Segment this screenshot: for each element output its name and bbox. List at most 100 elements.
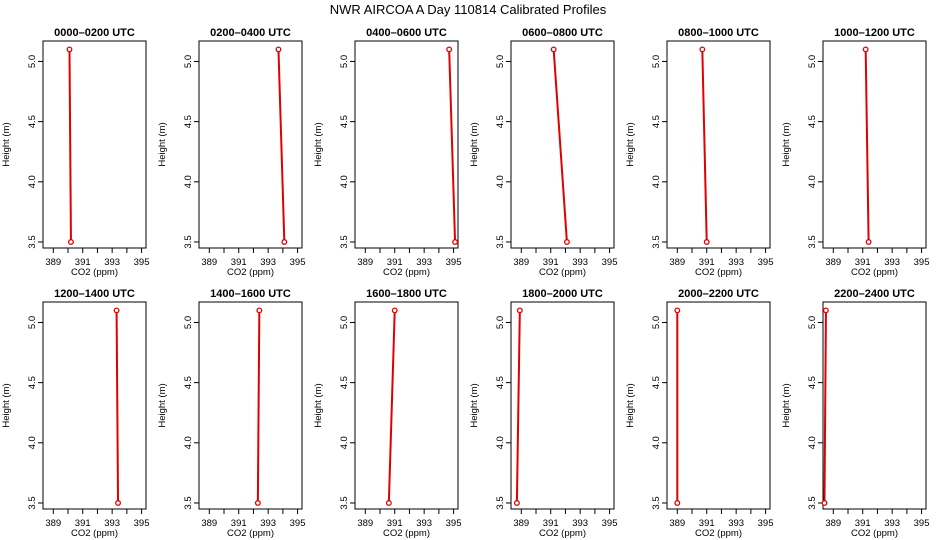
x-tick-label: 391 (855, 257, 871, 268)
x-tick-label: 393 (572, 257, 588, 268)
panel-3: 0400–0600 UTC 389 391 393 395 3.5 4.0 4.5 5.0 CO2… (313, 27, 462, 278)
y-tick-label: 4.0 (339, 436, 350, 449)
data-point (275, 46, 282, 53)
x-tick-label: 393 (884, 518, 900, 529)
plot-frame (666, 301, 771, 510)
x-tick-label: 393 (104, 518, 120, 529)
y-tick-label: 3.5 (339, 235, 350, 248)
plot-frame (354, 40, 459, 249)
x-tick-label: 389 (45, 257, 61, 268)
y-tick-label: 5.0 (27, 55, 38, 68)
data-point (66, 46, 73, 53)
panel-title: 1000–1200 UTC (834, 27, 915, 39)
y-tick-label: 4.5 (651, 376, 662, 389)
x-tick-label: 389 (357, 257, 373, 268)
panel-title: 2000–2200 UTC (678, 288, 759, 300)
x-tick-label: 395 (290, 257, 306, 268)
y-tick-label: 3.5 (339, 496, 350, 509)
y-tick-label: 5.0 (807, 55, 818, 68)
y-tick-label: 5.0 (183, 55, 194, 68)
x-axis-label: CO2 (ppm) (695, 267, 742, 278)
panel-title: 0600–0800 UTC (522, 27, 603, 39)
x-tick-label: 391 (387, 518, 403, 529)
panel-title: 1800–2000 UTC (522, 288, 603, 300)
y-tick-label: 4.0 (495, 436, 506, 449)
y-tick-label: 5.0 (183, 316, 194, 329)
x-tick-label: 395 (134, 257, 150, 268)
y-tick-label: 3.5 (27, 496, 38, 509)
y-tick-label: 4.5 (27, 115, 38, 128)
panel-4: 0600–0800 UTC 389 391 393 395 3.5 4.0 4.5 5.0 CO2… (469, 27, 618, 278)
data-point (674, 307, 681, 314)
y-axis-label: Height (m) (469, 122, 480, 166)
x-axis-label: CO2 (ppm) (71, 267, 118, 278)
panel-8: 1400–1600 UTC 389 391 393 395 3.5 4.0 4.5 5.0 CO2… (157, 288, 306, 539)
plot-frame (198, 301, 303, 510)
data-point (699, 46, 706, 53)
x-tick-label: 391 (699, 518, 715, 529)
x-tick-label: 393 (884, 257, 900, 268)
x-tick-label: 389 (357, 518, 373, 529)
x-tick-label: 395 (134, 518, 150, 529)
y-tick-label: 4.5 (651, 115, 662, 128)
y-tick-label: 4.5 (495, 115, 506, 128)
y-axis-label: Height (m) (313, 122, 324, 166)
x-tick-label: 393 (572, 518, 588, 529)
panel-title: 1600–1800 UTC (366, 288, 447, 300)
data-point (115, 500, 121, 506)
x-axis-label: CO2 (ppm) (383, 528, 430, 539)
plot-frame (822, 40, 927, 249)
y-tick-label: 3.5 (27, 235, 38, 248)
y-axis-label: Height (m) (1, 122, 12, 166)
profile-line (448, 49, 457, 243)
x-tick-label: 395 (446, 518, 462, 529)
plot-frame (42, 301, 147, 510)
plot-frame (822, 301, 927, 510)
profile-line (864, 49, 870, 242)
x-tick-label: 393 (104, 257, 120, 268)
plot-frame (510, 301, 615, 510)
panel-9: 1600–1800 UTC 389 391 393 395 3.5 4.0 4.5 5.0 CO2… (313, 288, 462, 539)
y-tick-label: 5.0 (651, 55, 662, 68)
y-axis-label: Height (m) (157, 122, 168, 166)
x-tick-label: 389 (201, 518, 217, 529)
data-point (862, 46, 869, 53)
y-tick-label: 4.0 (807, 175, 818, 188)
y-tick-label: 4.0 (27, 175, 38, 188)
x-tick-label: 395 (758, 257, 774, 268)
y-tick-label: 5.0 (339, 55, 350, 68)
data-point (385, 500, 392, 506)
profile-line (277, 49, 286, 243)
profile-line (387, 310, 396, 504)
y-tick-label: 4.0 (807, 436, 818, 449)
y-axis-label: Height (m) (157, 383, 168, 427)
data-point (452, 239, 459, 245)
x-tick-label: 395 (914, 257, 930, 268)
y-tick-label: 3.5 (651, 496, 662, 509)
y-tick-label: 4.5 (27, 376, 38, 389)
y-axis-label: Height (m) (781, 122, 792, 166)
y-tick-label: 5.0 (495, 55, 506, 68)
x-axis-label: CO2 (ppm) (851, 267, 898, 278)
y-tick-label: 3.5 (651, 235, 662, 248)
panel-2: 0200–0400 UTC 389 391 393 395 3.5 4.0 4.5 5.0 CO2… (157, 27, 306, 278)
plot-frame (666, 40, 771, 249)
data-point (254, 500, 261, 506)
panel-1: 0000–0200 UTC 389 391 393 395 3.5 4.0 4.5 5.0 CO2… (1, 27, 150, 278)
y-tick-label: 5.0 (807, 316, 818, 329)
y-tick-label: 4.5 (183, 376, 194, 389)
data-point (865, 239, 872, 245)
x-tick-label: 389 (513, 257, 529, 268)
x-axis-label: CO2 (ppm) (851, 528, 898, 539)
x-axis-label: CO2 (ppm) (71, 528, 118, 539)
panel-12: 2200–2400 UTC 389 391 393 395 3.5 4.0 4.5 5.0 CO2… (781, 288, 930, 539)
data-point (281, 239, 288, 245)
y-tick-label: 3.5 (807, 235, 818, 248)
x-axis-label: CO2 (ppm) (227, 528, 274, 539)
y-tick-label: 4.5 (339, 376, 350, 389)
x-axis-label: CO2 (ppm) (539, 267, 586, 278)
profile-line (515, 310, 521, 503)
y-tick-label: 4.0 (651, 175, 662, 188)
x-tick-label: 395 (602, 518, 618, 529)
data-point (563, 239, 570, 245)
